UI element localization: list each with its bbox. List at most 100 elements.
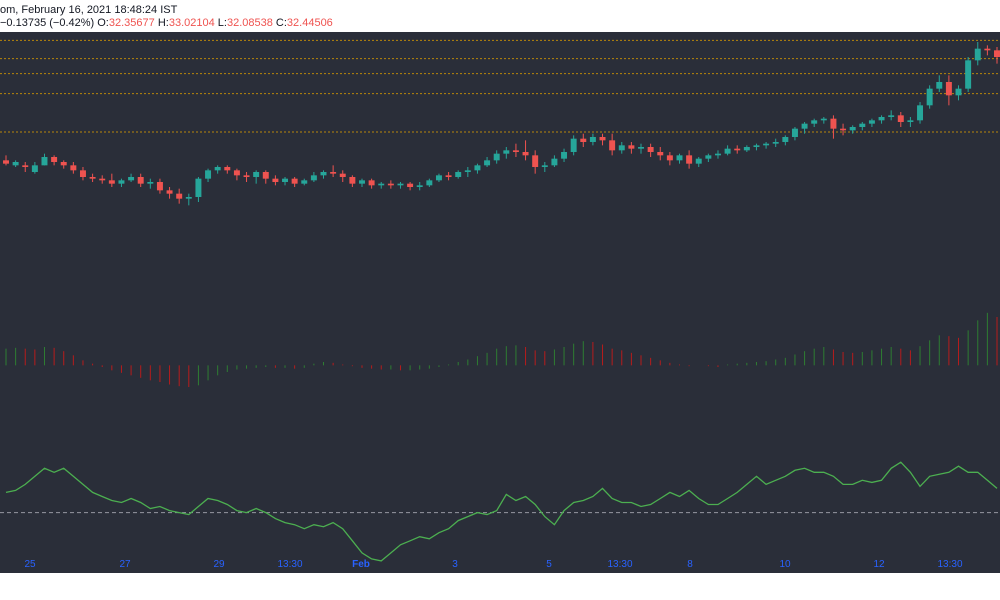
candle-body [859,123,866,127]
candle-body [60,162,67,166]
candle-body [493,153,500,161]
symbol-date-text: om, February 16, 2021 18:48:24 IST [0,4,178,16]
low-value: 32.08538 [226,17,273,29]
candle-body [734,148,741,151]
candle-body [907,120,914,122]
open-label: O: [97,17,109,29]
candle-body [551,158,558,166]
candle-body [166,190,173,194]
time-axis-label: 10 [779,559,791,570]
candle-body [945,82,952,96]
candle-body [368,180,375,186]
candle-body [214,167,221,171]
candle-body [339,173,346,177]
price-change: −0.13735 (−0.42%) [0,17,95,29]
candle-body [416,185,423,187]
candle-body [724,148,731,154]
candle-body [243,175,250,177]
candle-body [541,165,548,167]
candle-body [137,177,144,184]
time-axis-label: 29 [213,559,225,570]
candle-body [657,152,664,156]
histogram-series [5,312,998,387]
candle-body [330,172,337,174]
candle-body [782,137,789,142]
candle-body [262,172,269,179]
candle-body [474,165,481,171]
candle-body [205,170,212,179]
candle-body [791,128,798,137]
candle-body [589,137,596,142]
candle-body [282,178,289,182]
chart-svg[interactable]: 25 27 29 13:30 Feb 3 5 13:30 8 10 12 13:30 [0,32,1000,573]
candle-body [609,140,616,151]
candle-body [570,138,577,152]
candle-body [70,165,77,171]
candle-body [743,147,750,151]
candle-body [878,117,885,121]
candle-body [3,160,9,164]
ohlc-legend: −0.13735 (−0.42%) O:32.35677 H:33.02104 … [0,17,333,29]
candle-body [320,172,327,176]
candle-body [224,167,231,171]
candle-body [772,142,779,144]
candle-body [830,118,837,129]
close-label: C: [275,17,287,29]
bottom-bar [0,573,1000,600]
candle-body [99,178,106,181]
high-label: H: [157,17,169,29]
candle-body [79,170,86,177]
candle-body [41,157,48,166]
candle-body [51,157,58,162]
candle-body [599,137,606,141]
candle-body [12,162,19,166]
low-label: L: [217,17,227,29]
chart-canvas[interactable]: 25 27 29 13:30 Feb 3 5 13:30 8 10 12 13:30 [0,32,1000,573]
candle-body [378,183,385,186]
candle-body [512,150,519,152]
oscillator-series [0,461,1000,562]
candle-body [714,153,721,156]
open-value: 32.35677 [108,17,155,29]
candle-body [176,193,183,199]
candle-body [156,182,163,191]
candle-body [897,115,904,122]
candle-body [647,147,654,152]
time-axis-label: 13:30 [277,559,302,570]
time-axis: 25 27 29 13:30 Feb 3 5 13:30 8 10 12 13:30 [24,559,963,570]
candle-body [387,183,394,186]
candle-body [753,145,760,147]
candle-body [455,172,462,177]
candle-body [484,160,491,166]
candle-body [359,180,365,184]
time-axis-label: 8 [687,559,693,570]
candle-body [840,128,847,131]
candle-body [618,145,625,151]
candle-body [638,147,644,149]
candle-body [763,143,770,146]
candle-body [532,155,539,167]
candle-body [291,178,298,184]
time-axis-label: 27 [119,559,131,570]
candle-body [522,152,529,156]
candle-body [965,60,972,89]
high-value: 33.02104 [168,17,215,29]
candle-body [936,82,943,89]
candle-body [676,155,683,161]
chart-header: om, February 16, 2021 18:48:24 IST −0.13… [0,0,1000,32]
candle-body [868,120,875,124]
candle-body [185,197,192,199]
candle-body [917,105,924,121]
candle-body [974,48,981,61]
candle-body [128,177,135,181]
candle-body [233,170,240,176]
time-axis-label: 25 [24,559,36,570]
candle-body [926,88,933,106]
candle-body [628,145,635,149]
candle-body [349,177,356,184]
candle-body [445,175,452,177]
candle-body [118,180,125,184]
candle-body [272,178,279,182]
time-axis-label: 13:30 [607,559,632,570]
candle-body [31,165,38,172]
